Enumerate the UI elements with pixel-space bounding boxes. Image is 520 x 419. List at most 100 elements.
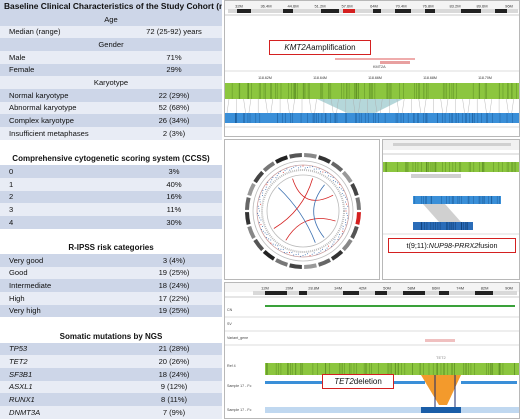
- table-row: 2 16%: [0, 190, 222, 204]
- table-row: SF3B1 18 (24%): [0, 368, 222, 382]
- chromosome-segment: [330, 249, 344, 261]
- alignment-line: [462, 98, 465, 114]
- cn-point: [302, 165, 304, 167]
- cn-point: [322, 171, 324, 173]
- chromosome-segment: [289, 153, 302, 159]
- cn-point: [327, 172, 329, 174]
- kmt2a-amplification-label: KMT2A amplification: [269, 40, 371, 55]
- track-label: SV: [227, 322, 232, 326]
- fusion-genome-view: [383, 140, 519, 235]
- chromosome-segment: [262, 161, 276, 173]
- chromosome-segment: [355, 197, 361, 210]
- track-label: CN: [227, 308, 233, 312]
- row-label: Karyotype: [93, 78, 129, 88]
- alignment-line: [423, 98, 427, 114]
- cn-point: [304, 254, 306, 256]
- chromosome-segment: [245, 197, 251, 210]
- alignment-line: [489, 98, 492, 114]
- row-value: 52 (68%): [158, 103, 190, 113]
- ruler-tick-label: 36.4M: [260, 4, 271, 9]
- cn-point: [318, 168, 320, 170]
- ruler-tick-label: 51.2M: [314, 4, 325, 9]
- row-value: 2 (3%): [162, 128, 186, 138]
- cn-point: [265, 186, 267, 188]
- alignment-line: [270, 98, 273, 114]
- row-label: Male: [9, 52, 26, 62]
- table-row: Karyotype: [0, 76, 222, 90]
- cn-point: [318, 252, 320, 254]
- cn-point: [343, 194, 345, 196]
- row-label: Complex karyotype: [9, 116, 74, 126]
- kmt2a-genome-view: 32M 36.4M 44.6M 51.2M 57.6M 64M 70.4M 76.8M 83.2…: [225, 1, 519, 128]
- cn-point: [286, 168, 288, 170]
- cn-point: [309, 166, 311, 168]
- row-value: 17 (22%): [158, 293, 190, 303]
- table-row: High 17 (22%): [0, 291, 222, 306]
- fusion-label: t(9;11): NUP98-PRRX2 fusion: [388, 238, 516, 253]
- alignment-line: [445, 98, 449, 114]
- cn-point: [259, 222, 261, 224]
- row-value: 11%: [166, 204, 182, 214]
- ruler-tick-label: 32M: [235, 4, 243, 9]
- cn-point: [333, 241, 335, 243]
- ruler-tick-label: 58M: [408, 286, 416, 291]
- row-label: Age: [104, 14, 118, 24]
- cn-point: [261, 228, 263, 230]
- row-label: Intermediate: [9, 281, 52, 290]
- cn-point: [344, 219, 346, 221]
- cn-point: [307, 166, 309, 168]
- table-section-header: Comprehensive cytogenetic scoring system…: [0, 152, 222, 166]
- table-row: DNMT3A 7 (9%): [0, 406, 222, 419]
- cn-point: [272, 177, 274, 179]
- cn-point: [346, 215, 348, 217]
- ruler-tick-label: 83.2M: [449, 4, 460, 9]
- alignment-line: [380, 98, 383, 114]
- cn-point: [300, 166, 302, 168]
- cn-point: [284, 170, 286, 172]
- row-label: Insufficient metaphases: [9, 128, 89, 138]
- row-value: 72 (25-92) years: [146, 27, 202, 37]
- cn-point: [346, 203, 348, 205]
- cn-point: [335, 181, 337, 183]
- cn-point: [332, 243, 334, 245]
- row-label: 4: [9, 217, 14, 227]
- table-row: TP53 21 (28%): [0, 342, 222, 356]
- row-value: 71%: [166, 52, 182, 62]
- tet2-panel: 12M 20M 28.8M 34M 42M 50M 58M 66M 74M 82M 90M TET2…: [224, 282, 520, 419]
- row-label: SF3B1: [9, 369, 33, 379]
- cn-point: [280, 248, 282, 250]
- row-label: Normal karyotype: [9, 90, 69, 100]
- ruler-tick-label: 57.6M: [341, 4, 352, 9]
- cn-point: [342, 225, 344, 227]
- cn-point: [257, 205, 259, 207]
- alignment-line: [309, 98, 312, 114]
- row-label: Median (range): [9, 27, 61, 37]
- cn-point: [345, 224, 347, 226]
- alignment-line: [402, 98, 405, 114]
- table-row: 0 3%: [0, 165, 222, 179]
- row-value: 30%: [166, 217, 182, 227]
- row-label: R-IPSS risk categories: [68, 242, 154, 252]
- cn-point: [270, 181, 272, 183]
- row-label: 2: [9, 192, 14, 202]
- cn-point: [282, 249, 284, 251]
- cn-point: [265, 189, 267, 190]
- ruler-tick-label: 12M: [261, 286, 269, 291]
- ruler-tick-label: 34M: [334, 286, 342, 291]
- cn-point: [326, 247, 328, 249]
- cn-point: [337, 182, 339, 184]
- row-label: DNMT3A: [9, 407, 41, 417]
- row-value: 9 (12%): [160, 382, 188, 392]
- row-label: 0: [9, 166, 14, 176]
- chromosome-segment: [253, 170, 265, 184]
- cn-point: [275, 177, 277, 179]
- cn-point: [302, 255, 304, 257]
- table-row: Male 71%: [0, 51, 222, 65]
- circos-plot: [245, 153, 361, 269]
- cn-point: [262, 190, 264, 192]
- cn-point: [259, 201, 261, 203]
- ruler-tick-label: 70.4M: [395, 4, 406, 9]
- cn-point: [284, 251, 286, 253]
- chromosome-segment: [247, 226, 256, 239]
- cn-point: [311, 253, 313, 255]
